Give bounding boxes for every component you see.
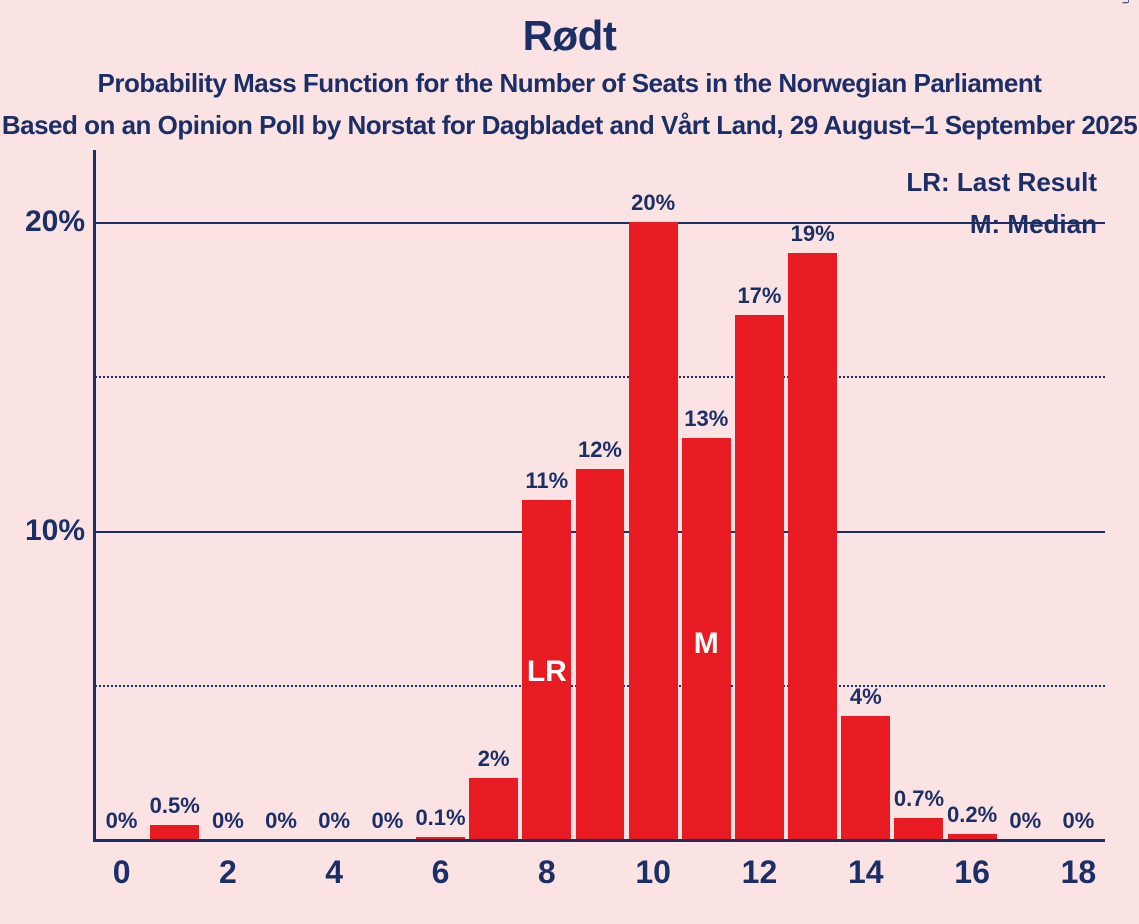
- bar-value-label: 11%: [515, 470, 578, 492]
- chart-subtitle-1: Probability Mass Function for the Number…: [0, 68, 1139, 99]
- x-tick-label: 10: [623, 854, 683, 891]
- gridline-minor: [95, 376, 1105, 378]
- x-tick-label: 2: [198, 854, 258, 891]
- y-tick-label: 10%: [5, 514, 85, 548]
- bar: [841, 716, 890, 840]
- y-axis: [93, 150, 96, 840]
- bar-value-label: 17%: [728, 285, 791, 307]
- x-tick-label: 4: [304, 854, 364, 891]
- bar-value-label: 0%: [1047, 810, 1110, 832]
- x-tick-label: 16: [942, 854, 1002, 891]
- bar: [788, 253, 837, 840]
- plot-area: 10%20%0%0.5%0%0%0%0%0.1%2%LR11%12%20%M13…: [95, 160, 1105, 840]
- bar-value-label: 12%: [568, 439, 631, 461]
- x-tick-label: 0: [92, 854, 152, 891]
- bar-value-label: 19%: [781, 223, 844, 245]
- bar-value-label: 20%: [622, 192, 685, 214]
- bar-inner-label: LR: [522, 657, 571, 687]
- bar-value-label: 13%: [675, 408, 738, 430]
- bar: [150, 825, 199, 840]
- x-tick-label: 8: [517, 854, 577, 891]
- bar: M: [682, 438, 731, 840]
- chart-title: Rødt: [0, 12, 1139, 60]
- copyright-text: © 2025 Filip van Laenen: [1119, 0, 1133, 4]
- bar: [469, 778, 518, 840]
- x-axis: [93, 839, 1105, 842]
- chart-stage: Rødt Probability Mass Function for the N…: [0, 0, 1139, 924]
- bar: [629, 222, 678, 840]
- legend-line: M: Median: [906, 204, 1097, 246]
- chart-subtitle-2: Based on an Opinion Poll by Norstat for …: [0, 110, 1139, 141]
- bar-inner-label: M: [682, 629, 731, 659]
- bar: [894, 818, 943, 840]
- x-tick-label: 18: [1048, 854, 1108, 891]
- x-tick-label: 14: [836, 854, 896, 891]
- bar: [576, 469, 625, 840]
- bar: LR: [522, 500, 571, 840]
- y-tick-label: 20%: [5, 205, 85, 239]
- legend: LR: Last ResultM: Median: [906, 162, 1097, 245]
- x-tick-label: 6: [411, 854, 471, 891]
- bar: [735, 315, 784, 840]
- bar-value-label: 0.1%: [409, 807, 472, 829]
- bar-value-label: 4%: [834, 686, 897, 708]
- bar-value-label: 2%: [462, 748, 525, 770]
- legend-line: LR: Last Result: [906, 162, 1097, 204]
- x-tick-label: 12: [729, 854, 789, 891]
